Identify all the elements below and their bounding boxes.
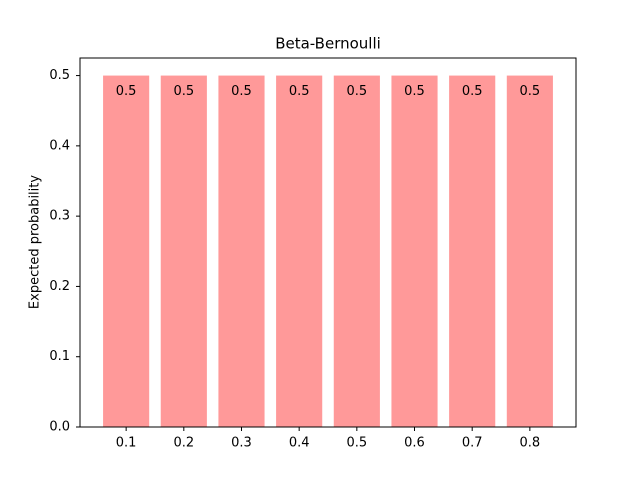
y-tick-label: 0.4 xyxy=(49,138,70,153)
y-axis-label: Expected probability xyxy=(28,175,43,309)
y-tick-label: 0.0 xyxy=(49,420,70,435)
value-label: 0.5 xyxy=(520,84,541,99)
value-label: 0.5 xyxy=(404,84,425,99)
x-tick-label: 0.5 xyxy=(346,436,367,451)
x-tick-label: 0.3 xyxy=(231,436,252,451)
bar xyxy=(391,75,438,428)
y-tick-label: 0.1 xyxy=(49,349,70,364)
bar xyxy=(333,75,380,428)
value-label: 0.5 xyxy=(462,84,483,99)
value-label: 0.5 xyxy=(231,84,252,99)
value-label: 0.5 xyxy=(173,84,194,99)
y-tick-label: 0.5 xyxy=(49,68,70,83)
x-tick-label: 0.6 xyxy=(404,436,425,451)
x-tick-label: 0.2 xyxy=(173,436,194,451)
axes-frame xyxy=(79,57,577,428)
bar xyxy=(103,75,150,428)
value-label: 0.5 xyxy=(116,84,137,99)
y-tick-label: 0.2 xyxy=(49,279,70,294)
y-tick-label: 0.3 xyxy=(49,209,70,224)
bar xyxy=(160,75,207,428)
x-tick-label: 0.1 xyxy=(116,436,137,451)
bar xyxy=(506,75,553,428)
bar xyxy=(218,75,265,428)
chart-title: Beta-Bernoulli xyxy=(275,35,381,53)
bar xyxy=(449,75,496,428)
x-tick-label: 0.8 xyxy=(520,436,541,451)
value-label: 0.5 xyxy=(289,84,310,99)
value-label: 0.5 xyxy=(346,84,367,99)
x-tick-label: 0.7 xyxy=(462,436,483,451)
bar xyxy=(276,75,323,428)
x-tick-label: 0.4 xyxy=(289,436,310,451)
